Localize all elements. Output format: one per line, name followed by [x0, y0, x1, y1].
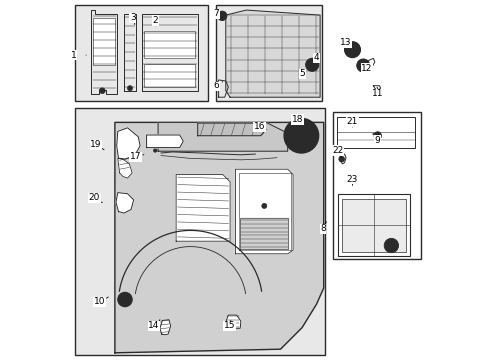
Polygon shape — [235, 169, 292, 254]
Polygon shape — [225, 10, 320, 97]
Text: 13: 13 — [339, 38, 350, 47]
Text: 16: 16 — [253, 122, 265, 131]
Bar — [75, 108, 325, 355]
Bar — [215, 5, 321, 101]
Bar — [337, 194, 409, 256]
Circle shape — [338, 156, 344, 162]
Polygon shape — [225, 315, 241, 328]
Circle shape — [359, 62, 366, 69]
Text: 23: 23 — [346, 175, 357, 184]
Circle shape — [217, 11, 226, 21]
Polygon shape — [117, 128, 140, 159]
Polygon shape — [160, 320, 170, 335]
Circle shape — [308, 61, 315, 68]
Text: 14: 14 — [148, 321, 159, 330]
Text: 3: 3 — [130, 13, 136, 22]
Bar — [244, 316, 252, 326]
Text: 19: 19 — [90, 140, 102, 149]
Text: 2: 2 — [152, 16, 158, 25]
Bar — [332, 112, 420, 259]
Circle shape — [99, 88, 105, 94]
Bar — [337, 117, 414, 148]
Circle shape — [118, 292, 132, 307]
Text: 4: 4 — [313, 53, 319, 62]
Bar — [341, 199, 405, 252]
Circle shape — [284, 118, 318, 153]
Circle shape — [373, 132, 381, 139]
Text: 22: 22 — [332, 146, 343, 155]
Bar — [75, 5, 208, 101]
Circle shape — [164, 138, 171, 145]
Text: 21: 21 — [346, 117, 357, 126]
Circle shape — [127, 86, 132, 91]
Text: 10: 10 — [94, 297, 105, 306]
Text: 12: 12 — [361, 64, 372, 73]
Bar — [255, 179, 283, 212]
Circle shape — [305, 58, 318, 71]
Circle shape — [157, 138, 164, 145]
Circle shape — [153, 149, 157, 152]
Text: 11: 11 — [371, 89, 383, 98]
Text: 20: 20 — [88, 194, 100, 202]
Circle shape — [384, 238, 398, 253]
Polygon shape — [240, 218, 288, 249]
Circle shape — [121, 296, 129, 303]
Polygon shape — [116, 193, 133, 213]
Circle shape — [261, 203, 266, 208]
Bar — [144, 31, 194, 58]
Bar — [271, 19, 314, 62]
Text: 9: 9 — [374, 136, 380, 145]
Polygon shape — [115, 122, 323, 353]
Polygon shape — [176, 175, 230, 241]
Text: 18: 18 — [291, 115, 303, 124]
Circle shape — [344, 42, 360, 58]
Bar — [144, 64, 194, 87]
Text: 6: 6 — [213, 81, 219, 90]
Circle shape — [119, 204, 126, 212]
Bar — [232, 66, 314, 94]
Polygon shape — [197, 123, 265, 136]
Text: 7: 7 — [213, 9, 219, 18]
Bar — [93, 18, 115, 65]
Circle shape — [356, 59, 369, 72]
Text: 1: 1 — [70, 50, 76, 59]
Circle shape — [287, 122, 314, 149]
Text: 15: 15 — [223, 321, 235, 330]
Circle shape — [149, 137, 158, 146]
Circle shape — [347, 45, 356, 54]
Polygon shape — [118, 158, 132, 178]
Text: 17: 17 — [130, 152, 141, 161]
Bar — [232, 19, 268, 62]
Polygon shape — [146, 135, 183, 148]
Text: 5: 5 — [299, 69, 305, 78]
Polygon shape — [158, 122, 287, 151]
Text: 8: 8 — [320, 224, 325, 233]
